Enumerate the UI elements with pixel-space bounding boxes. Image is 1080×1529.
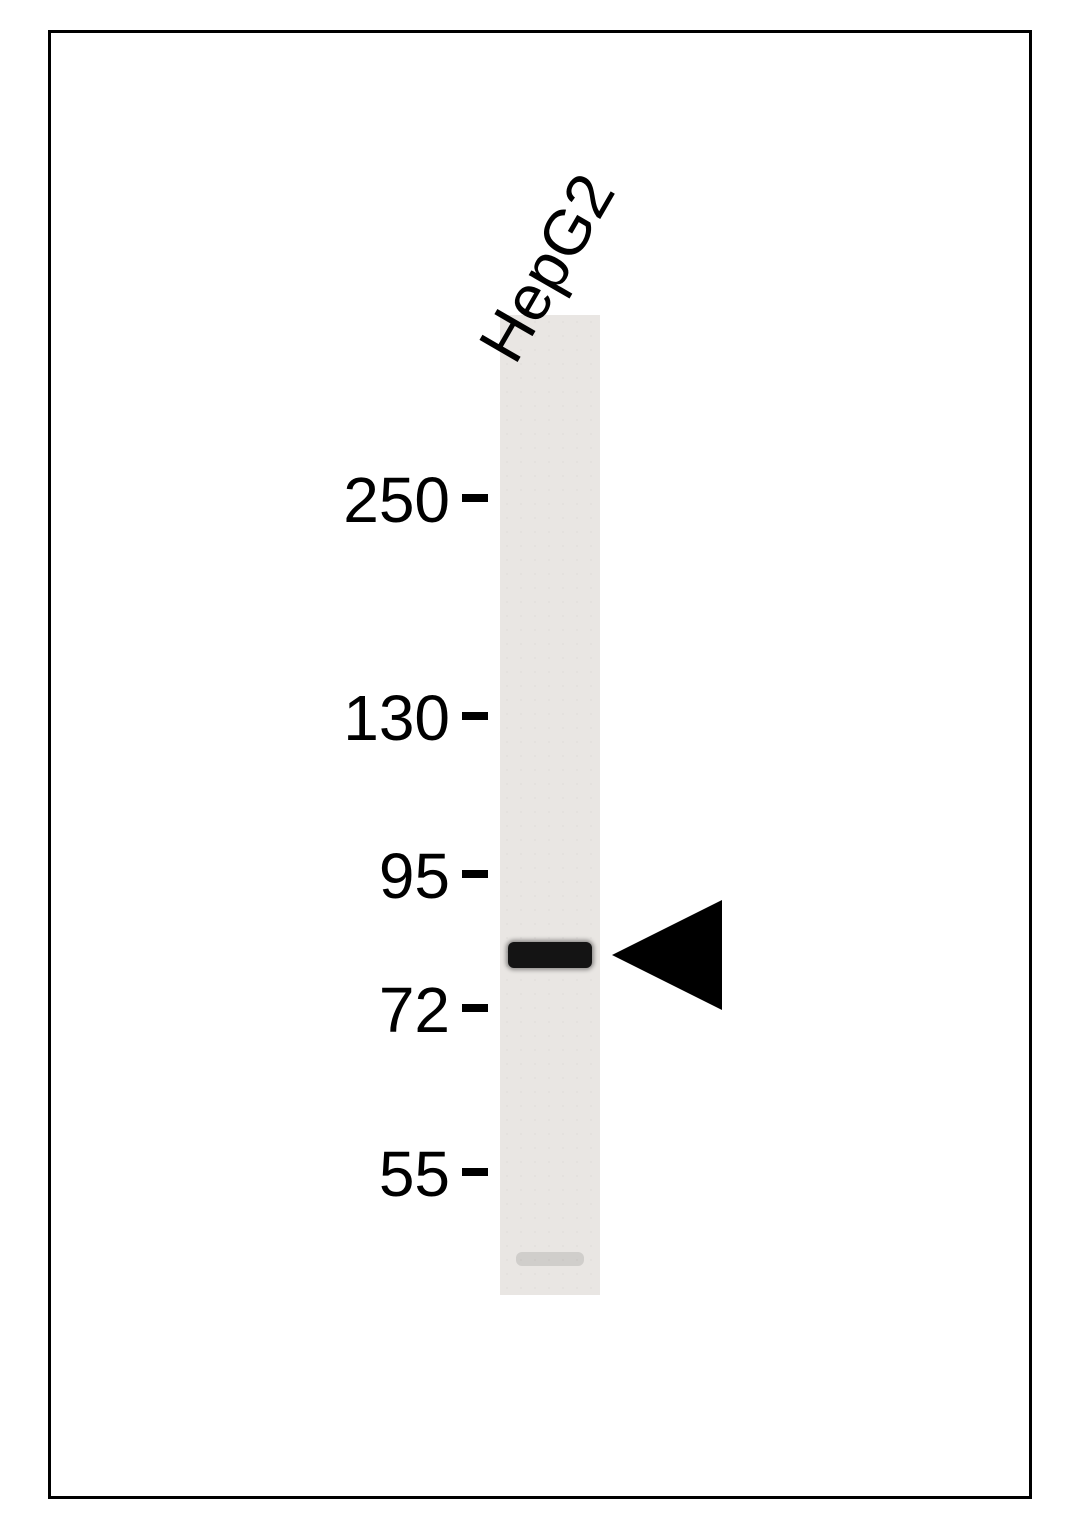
blot-figure: 250130957255 HepG2 — [0, 0, 1080, 1529]
blot-lane — [500, 315, 600, 1295]
marker-label: 95 — [379, 839, 450, 913]
marker-tick — [462, 712, 488, 720]
marker-label: 250 — [343, 463, 450, 537]
band-indicator-arrow-icon — [612, 900, 722, 1010]
marker-tick — [462, 870, 488, 878]
marker-tick — [462, 1168, 488, 1176]
marker-label: 55 — [379, 1137, 450, 1211]
primary-band — [508, 942, 592, 968]
marker-label: 130 — [343, 681, 450, 755]
marker-tick — [462, 494, 488, 502]
marker-label: 72 — [379, 973, 450, 1047]
faint-band — [516, 1252, 584, 1266]
marker-tick — [462, 1004, 488, 1012]
